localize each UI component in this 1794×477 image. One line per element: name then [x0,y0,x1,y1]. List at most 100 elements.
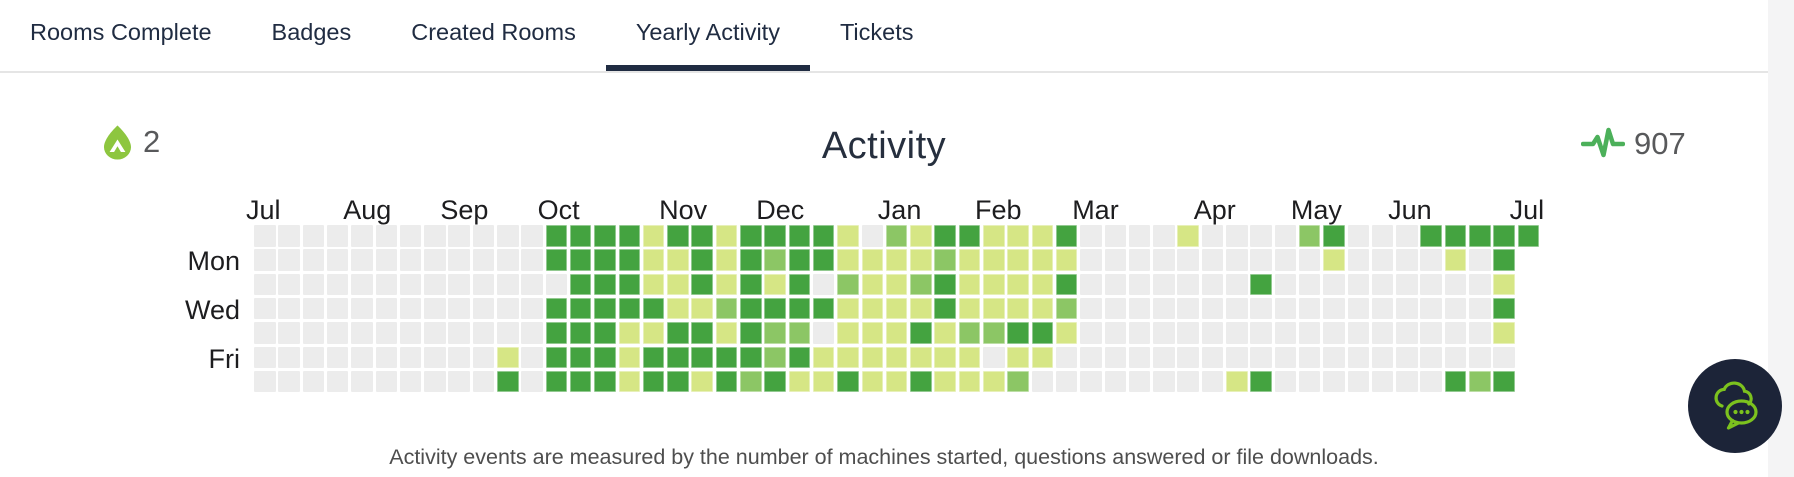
heatmap-cell [302,249,325,271]
heatmap-cell [1323,225,1345,247]
heatmap-cell [424,370,446,393]
month-label: Jul [246,195,281,225]
heatmap-cell [302,225,325,247]
heatmap-cell [1371,273,1394,296]
heatmap-cell [545,322,568,344]
heatmap-cell [569,249,592,271]
heatmap-cell [642,225,665,247]
heatmap-cell [1104,322,1126,344]
heatmap-cell [1420,297,1442,320]
heatmap-cell [667,249,689,271]
heatmap-cell [667,322,689,344]
heatmap-cell [1444,297,1467,320]
heatmap-cell [764,249,786,271]
heatmap-cell [1469,273,1491,296]
heatmap-cell [278,346,300,368]
heatmap-cell [302,370,325,393]
heatmap-cell [254,297,276,320]
heatmap-cell [1031,225,1054,247]
heatmap-cell [497,225,519,247]
tab-created-rooms[interactable]: Created Rooms [411,19,576,45]
heatmap-cell [715,297,738,320]
heatmap-cell [569,322,592,344]
heatmap-cell [1177,346,1199,368]
tab-rooms-complete[interactable]: Rooms Complete [30,19,212,45]
heatmap-cell [910,370,932,393]
heatmap-cell [1104,346,1126,368]
pulse-icon [1581,127,1625,161]
heatmap-cell [448,370,470,393]
heatmap-cell [642,249,665,271]
heatmap-cell [618,273,640,296]
heatmap-cell [1347,346,1369,368]
heatmap-cell [1080,249,1102,271]
heatmap-cell [861,346,883,368]
heatmap-cell [399,322,422,344]
heatmap-cell [958,322,981,344]
heatmap-cell [691,322,713,344]
heatmap-cell [1104,297,1126,320]
heatmap-cell [424,249,446,271]
heatmap-cell [934,370,956,393]
tab-tickets[interactable]: Tickets [839,19,914,45]
heatmap-cell [375,225,397,247]
heatmap-cell [1469,225,1491,247]
heatmap-cell [691,273,713,296]
flame-icon [101,124,134,160]
heatmap-cell [569,346,592,368]
heatmap-cell [885,273,908,296]
heatmap-cell [1396,370,1418,393]
profile-tab-bar: Rooms Complete Badges Created Rooms Yearly … [0,0,1768,73]
heatmap-cell [983,273,1005,296]
heatmap-cell [812,322,835,344]
heatmap-cell [812,346,835,368]
heatmap-cell [885,346,908,368]
heatmap-cell [1055,370,1078,393]
heatmap-cell [497,249,519,271]
heatmap-cell [764,370,786,393]
heatmap-cell [958,346,981,368]
heatmap-cell [691,225,713,247]
heatmap-cell [521,346,543,368]
heatmap-cell [1031,346,1054,368]
heatmap-cell [812,370,835,393]
heatmap-cell [1080,322,1102,344]
heatmap-cell [1177,225,1199,247]
heatmap-cell [1055,273,1078,296]
heatmap-cell [1250,322,1272,344]
heatmap-cell [254,225,276,247]
heatmap-cell [1444,273,1467,296]
heatmap-cell [351,225,373,247]
heatmap-cell [691,370,713,393]
heatmap-cell [1128,249,1151,271]
heatmap-cell [1104,225,1126,247]
heatmap-cell [958,297,981,320]
heatmap-cell [1323,249,1345,271]
chat-support-button[interactable] [1688,359,1782,453]
heatmap-cell [885,249,908,271]
heatmap-cell [1031,370,1054,393]
heatmap-cell [1055,346,1078,368]
cloud-chat-icon [1707,379,1763,434]
heatmap-cell [691,249,713,271]
heatmap-cell [837,322,859,344]
heatmap-cell [1371,297,1394,320]
heatmap-cell [569,225,592,247]
heatmap-cell [910,249,932,271]
heatmap-cell [472,225,495,247]
heatmap-cell [1080,346,1102,368]
heatmap-cell [1396,322,1418,344]
heatmap-cell [472,322,495,344]
heatmap-cell [740,322,762,344]
tab-yearly-activity[interactable]: Yearly Activity [605,0,810,71]
heatmap-cell [1177,297,1199,320]
heatmap-cell [740,297,762,320]
heatmap-cell [934,297,956,320]
heatmap-cell [254,322,276,344]
heatmap-cell [1420,225,1442,247]
tab-badges[interactable]: Badges [271,19,352,45]
heatmap-cell [1104,249,1126,271]
heatmap-cell [545,346,568,368]
heatmap-cell [715,370,738,393]
heatmap-cell [326,273,349,296]
